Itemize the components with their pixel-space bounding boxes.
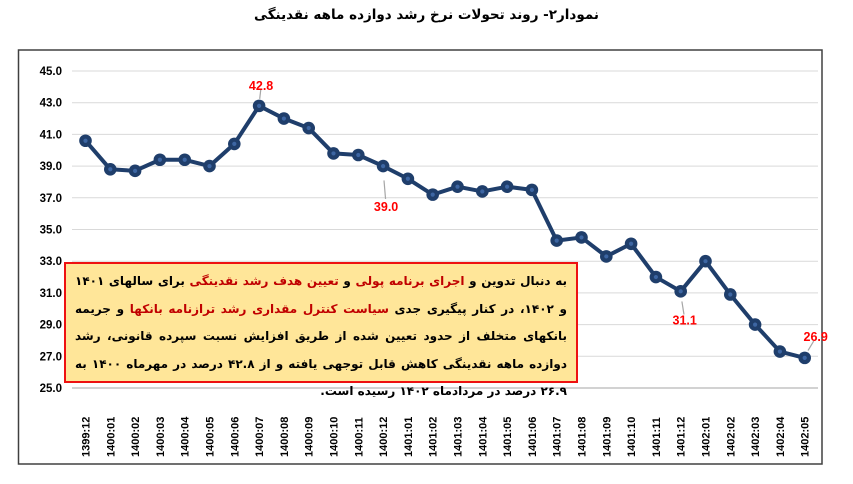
data-point-marker-center bbox=[381, 164, 386, 169]
data-point-marker-center bbox=[629, 241, 634, 246]
y-axis-tick-label: 37.0 bbox=[40, 193, 62, 205]
data-point-marker-center bbox=[802, 355, 807, 360]
label-leader-line bbox=[681, 301, 685, 315]
x-axis-tick-label: 1400:08 bbox=[279, 417, 291, 457]
annotation-text-segment: سیاست کنترل مقداری رشد ترازنامه بانکها bbox=[129, 301, 389, 316]
x-axis-tick-label: 1400:02 bbox=[130, 417, 142, 457]
x-axis-tick-label: 1401:04 bbox=[477, 416, 489, 457]
y-axis-tick-label: 29.0 bbox=[40, 320, 62, 332]
x-axis-tick-label: 1400:10 bbox=[329, 417, 341, 457]
data-point-marker-center bbox=[182, 157, 187, 162]
x-axis-tick-label: 1400:11 bbox=[353, 417, 365, 457]
x-axis-tick-label: 1401:05 bbox=[502, 417, 514, 457]
x-axis-tick-label: 1400:03 bbox=[155, 417, 167, 457]
data-point-marker-center bbox=[83, 138, 88, 143]
x-axis-tick-label: 1401:01 bbox=[403, 417, 415, 457]
annotation-text-segment: و جریمه بانکهای متخلف از حدود تعیین شده … bbox=[75, 301, 567, 399]
data-point-marker-center bbox=[232, 141, 237, 147]
y-axis-tick-label: 41.0 bbox=[40, 129, 62, 141]
annotation-text-segment: اجرای برنامه پولی bbox=[355, 274, 465, 288]
annotation-text-segment: تعیین هدف رشد نقدینگی bbox=[189, 274, 339, 288]
data-point-marker-center bbox=[480, 189, 485, 194]
data-point-marker-center bbox=[653, 274, 659, 280]
chart-title: نمودار۲- روند تحولات نرخ رشد دوازده ماهه… bbox=[254, 7, 599, 23]
data-point-marker-center bbox=[604, 254, 609, 259]
y-axis-tick-label: 27.0 bbox=[40, 351, 62, 363]
y-axis-tick-label: 45.0 bbox=[40, 66, 62, 78]
data-point-marker-center bbox=[529, 187, 535, 192]
x-axis-tick-label: 1401:03 bbox=[453, 417, 465, 457]
plot-frame bbox=[17, 49, 823, 465]
x-axis-tick-label: 1400:06 bbox=[229, 417, 241, 457]
x-axis-tick-label: 1402:03 bbox=[750, 417, 762, 457]
y-axis-tick-label: 25.0 bbox=[40, 383, 62, 395]
annotation-text-segment: به دنبال تدوین و bbox=[464, 274, 567, 288]
label-leader-line bbox=[383, 180, 387, 199]
x-axis-tick-label: 1401:02 bbox=[428, 417, 440, 457]
x-axis-tick-label: 1402:05 bbox=[800, 417, 812, 457]
x-axis-tick-label: 1402:04 bbox=[775, 416, 787, 457]
y-axis-tick-label: 33.0 bbox=[40, 256, 62, 268]
data-point-marker-center bbox=[455, 184, 460, 189]
x-axis-tick-label: 1402:01 bbox=[701, 417, 713, 457]
data-point-marker-center bbox=[678, 289, 683, 294]
data-point-marker-center bbox=[777, 349, 783, 354]
annotation-text-segment: و bbox=[338, 274, 356, 288]
data-point-marker-center bbox=[728, 292, 733, 297]
x-axis-tick-label: 1401:07 bbox=[552, 417, 564, 457]
x-axis-tick-label: 1400:12 bbox=[378, 417, 390, 457]
data-point-marker-center bbox=[331, 151, 336, 156]
data-point-marker-center bbox=[579, 235, 584, 240]
x-axis-tick-label: 1401:08 bbox=[577, 417, 589, 457]
data-point-marker-center bbox=[108, 167, 113, 172]
data-point-marker-center bbox=[281, 116, 286, 121]
x-axis-tick-label: 1399:12 bbox=[81, 417, 93, 457]
data-point-marker-center bbox=[207, 164, 212, 169]
data-point-marker-center bbox=[405, 176, 410, 181]
x-axis-tick-label: 1401:11 bbox=[651, 417, 663, 457]
data-point-marker-center bbox=[753, 322, 758, 327]
annotation-text-segment: برای سالهای ۱۴۰۱ و ۱۴۰۲، در کنار پیگیری … bbox=[75, 274, 567, 316]
y-axis-tick-label: 43.0 bbox=[40, 98, 62, 110]
x-axis-tick-label: 1401:09 bbox=[601, 417, 613, 457]
data-point-marker-center bbox=[257, 103, 262, 108]
data-point-marker-center bbox=[133, 168, 138, 173]
x-axis-tick-label: 1400:05 bbox=[205, 417, 217, 457]
data-point-label: 31.1 bbox=[673, 313, 697, 327]
label-leader-line bbox=[259, 89, 262, 99]
x-axis-tick-label: 1402:02 bbox=[725, 417, 737, 457]
x-axis-tick-label: 1400:01 bbox=[105, 417, 117, 457]
x-axis-tick-label: 1401:12 bbox=[676, 417, 688, 457]
label-leader-line bbox=[807, 340, 815, 351]
data-point-marker-center bbox=[430, 192, 435, 197]
data-point-marker-center bbox=[157, 157, 162, 162]
y-axis-tick-label: 31.0 bbox=[40, 288, 62, 300]
data-point-marker-center bbox=[356, 152, 361, 158]
annotation-box: به دنبال تدوین و اجرای برنامه پولی و تعی… bbox=[64, 262, 578, 398]
x-axis-tick-label: 1401:10 bbox=[626, 417, 638, 457]
data-point-label: 39.0 bbox=[374, 200, 398, 214]
data-point-marker-center bbox=[554, 238, 559, 243]
x-axis-tick-label: 1400:07 bbox=[254, 417, 266, 457]
data-point-label: 26.9 bbox=[804, 330, 828, 344]
y-axis-tick-label: 35.0 bbox=[40, 225, 62, 237]
x-axis-tick-label: 1400:04 bbox=[180, 416, 192, 457]
data-point-label: 42.8 bbox=[249, 79, 273, 93]
x-axis-tick-label: 1401:06 bbox=[527, 417, 539, 457]
data-point-marker-center bbox=[505, 184, 510, 189]
y-axis-tick-label: 39.0 bbox=[40, 161, 62, 173]
data-point-marker-center bbox=[306, 125, 311, 131]
data-point-marker-center bbox=[703, 259, 708, 264]
x-axis-tick-label: 1400:09 bbox=[304, 417, 316, 457]
